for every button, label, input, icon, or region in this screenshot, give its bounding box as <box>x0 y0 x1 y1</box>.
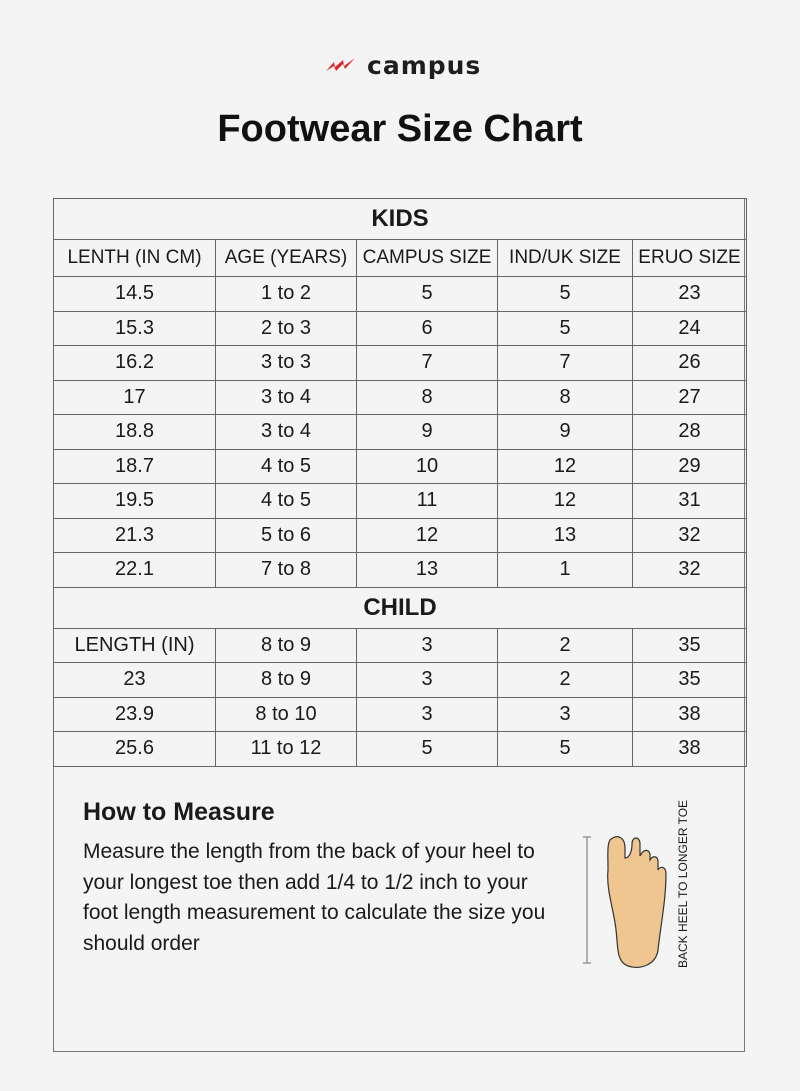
table-cell: 26 <box>632 345 747 381</box>
table-cell: 31 <box>632 483 747 519</box>
table-cell: 27 <box>632 379 747 415</box>
foot-diagram <box>580 830 680 975</box>
table-cell: 2 to 3 <box>215 310 357 346</box>
table-header-row: LENTH (IN CM) AGE (YEARS) CAMPUS SIZE IND/U… <box>53 239 747 277</box>
table-cell: CAMPUS SIZE <box>356 239 498 277</box>
table-cell: 9 <box>356 414 498 450</box>
table-cell: 5 to 6 <box>215 517 357 553</box>
table-cell: LENGTH (IN) <box>53 627 216 663</box>
table-cell: 35 <box>632 662 747 698</box>
table-row: 19.5 4 to 5 11 12 31 <box>53 483 747 519</box>
table-cell: 5 <box>356 276 498 312</box>
table-cell: 23 <box>53 662 216 698</box>
table-cell: 5 <box>497 731 633 767</box>
table-cell: 13 <box>356 552 498 588</box>
size-chart-table: KIDS LENTH (IN CM) AGE (YEARS) CAMPUS SIZE I… <box>53 198 747 767</box>
table-row: 18.8 3 to 4 9 9 28 <box>53 414 747 450</box>
diagram-label: BACK HEEL TO LONGER TOE <box>676 799 690 968</box>
table-cell: 8 <box>497 379 633 415</box>
table-cell: 4 to 5 <box>215 448 357 484</box>
table-cell: 35 <box>632 627 747 663</box>
measure-text: Measure the length from the back of your… <box>83 840 546 955</box>
table-cell: 13 <box>497 517 633 553</box>
table-cell: 8 to 9 <box>215 627 357 663</box>
table-cell: 9 <box>497 414 633 450</box>
table-cell: 12 <box>497 483 633 519</box>
table-cell: 1 <box>497 552 633 588</box>
table-cell: 38 <box>632 696 747 732</box>
table-cell: 21.3 <box>53 517 216 553</box>
table-cell: 12 <box>356 517 498 553</box>
table-cell: 18.8 <box>53 414 216 450</box>
table-cell: 3 <box>356 696 498 732</box>
table-cell: 1 to 2 <box>215 276 357 312</box>
table-row: 21.3 5 to 6 12 13 32 <box>53 517 747 553</box>
table-cell: 25.6 <box>53 731 216 767</box>
foot-icon <box>583 836 667 968</box>
table-cell: 32 <box>632 517 747 553</box>
table-cell: 23 <box>632 276 747 312</box>
table-cell: 22.1 <box>53 552 216 588</box>
table-cell: 8 to 9 <box>215 662 357 698</box>
table-cell: 24 <box>632 310 747 346</box>
table-row: LENGTH (IN) 8 to 9 3 2 35 <box>53 627 747 663</box>
campus-logo: campus <box>325 50 481 80</box>
table-row: 17 3 to 4 8 8 27 <box>53 379 747 415</box>
table-cell: 10 <box>356 448 498 484</box>
table-row: 22.1 7 to 8 13 1 32 <box>53 552 747 588</box>
table-cell: 2 <box>497 662 633 698</box>
table-cell: IND/UK SIZE <box>497 239 633 277</box>
table-cell: 14.5 <box>53 276 216 312</box>
table-cell: 18.7 <box>53 448 216 484</box>
table-cell: 38 <box>632 731 747 767</box>
table-cell: 4 to 5 <box>215 483 357 519</box>
table-cell: 7 <box>356 345 498 381</box>
table-cell: 19.5 <box>53 483 216 519</box>
table-cell: 8 to 10 <box>215 696 357 732</box>
table-cell: 17 <box>53 379 216 415</box>
table-cell: 6 <box>356 310 498 346</box>
table-cell: 28 <box>632 414 747 450</box>
table-row: 25.6 11 to 12 5 5 38 <box>53 731 747 767</box>
table-cell: 11 to 12 <box>215 731 357 767</box>
table-cell: 15.3 <box>53 310 216 346</box>
measure-title: How to Measure <box>83 798 275 826</box>
kids-section-header: KIDS <box>53 198 747 240</box>
table-cell: ERUO SIZE <box>632 239 747 277</box>
campus-swoosh-icon <box>326 58 355 71</box>
table-cell: 12 <box>497 448 633 484</box>
table-cell: AGE (YEARS) <box>215 239 357 277</box>
table-cell: 2 <box>497 627 633 663</box>
page-title: Footwear Size Chart <box>217 108 583 150</box>
table-cell: 3 to 4 <box>215 414 357 450</box>
how-to-measure: How to Measure Measure the length from t… <box>83 798 553 959</box>
table-cell: 3 <box>497 696 633 732</box>
table-row: 23.9 8 to 10 3 3 38 <box>53 696 747 732</box>
table-cell: 11 <box>356 483 498 519</box>
table-cell: 7 <box>497 345 633 381</box>
table-cell: 7 to 8 <box>215 552 357 588</box>
table-row: 16.2 3 to 3 7 7 26 <box>53 345 747 381</box>
table-cell: LENTH (IN CM) <box>53 239 216 277</box>
table-cell: 3 to 4 <box>215 379 357 415</box>
table-row: 15.3 2 to 3 6 5 24 <box>53 310 747 346</box>
table-cell: 29 <box>632 448 747 484</box>
table-cell: 3 <box>356 662 498 698</box>
table-cell: 5 <box>497 310 633 346</box>
section-title: KIDS <box>53 198 747 240</box>
child-section-header: CHILD <box>53 586 747 629</box>
table-cell: 32 <box>632 552 747 588</box>
table-cell: 3 to 3 <box>215 345 357 381</box>
table-row: 23 8 to 9 3 2 35 <box>53 662 747 698</box>
brand-name: campus <box>367 50 482 80</box>
table-row: 18.7 4 to 5 10 12 29 <box>53 448 747 484</box>
table-cell: 16.2 <box>53 345 216 381</box>
table-cell: 3 <box>356 627 498 663</box>
section-title: CHILD <box>53 586 747 629</box>
table-row: 14.5 1 to 2 5 5 23 <box>53 276 747 312</box>
table-cell: 23.9 <box>53 696 216 732</box>
table-cell: 5 <box>497 276 633 312</box>
table-cell: 8 <box>356 379 498 415</box>
table-cell: 5 <box>356 731 498 767</box>
